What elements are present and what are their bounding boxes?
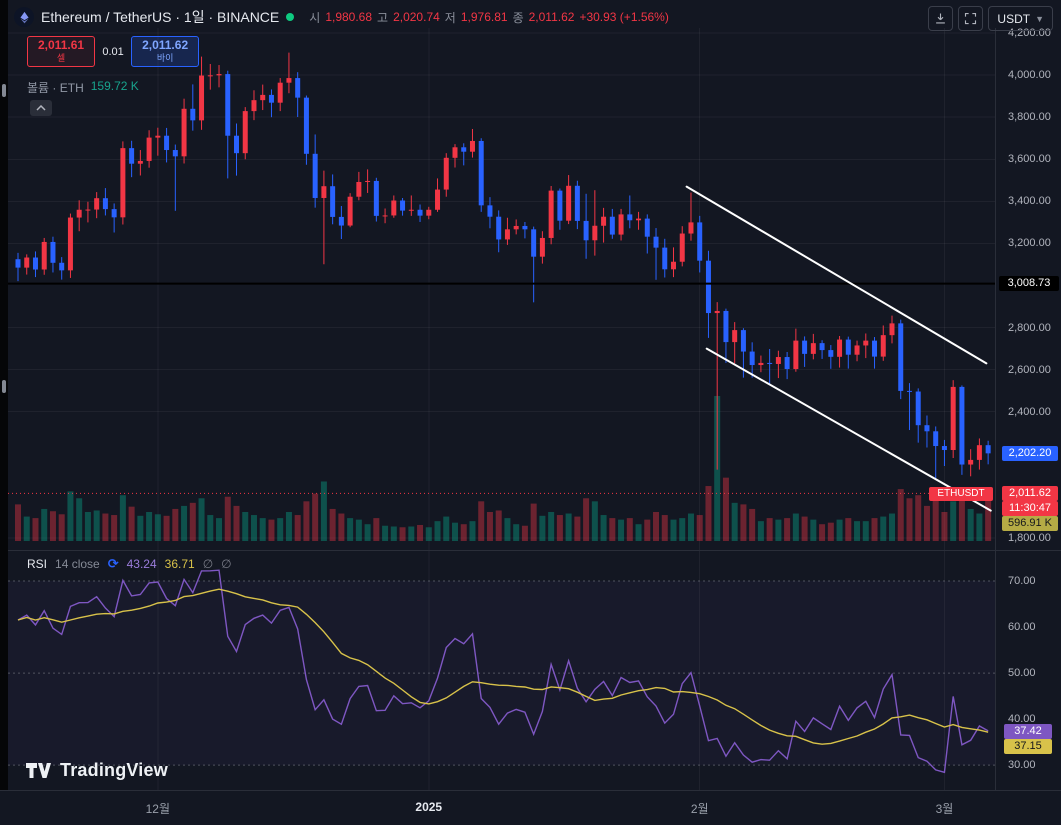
rsi-title: RSI bbox=[27, 557, 48, 571]
fullscreen-button[interactable] bbox=[958, 6, 984, 31]
price-tick-label: 2,800.00 bbox=[1008, 321, 1051, 334]
time-axis-label: 2025 bbox=[415, 800, 443, 814]
rsi-value: 43.24 bbox=[126, 557, 157, 571]
open-value: 1,980.68 bbox=[325, 10, 373, 24]
symbol-header: Ethereum / TetherUS · 1일 · BINANCE 시 1,9… bbox=[14, 7, 669, 27]
price-scale[interactable]: 4,200.00 4,000.00 3,800.00 3,600.00 3,400.00… bbox=[995, 27, 1061, 790]
price-tick-label: 1,800.00 bbox=[1008, 531, 1051, 544]
symbol-title[interactable]: Ethereum / TetherUS · 1일 · BINANCE bbox=[41, 9, 280, 25]
chevron-up-icon bbox=[36, 105, 46, 111]
tradingview-logo-text: TradingView bbox=[60, 760, 168, 780]
sell-price: 2,011.61 bbox=[38, 38, 85, 53]
low-label: 저 bbox=[444, 10, 456, 25]
rsi-empty-value-1: ∅ bbox=[202, 557, 214, 571]
high-label: 고 bbox=[377, 10, 389, 25]
top-right-toolbar: USDT ▼ bbox=[928, 6, 1053, 31]
time-axis-label: 12월 bbox=[145, 802, 171, 816]
rsi-legend[interactable]: RSI 14 close ⟳ 43.24 36.71 ∅ ∅ bbox=[27, 556, 232, 572]
bar-countdown-label: 11:30:47 bbox=[1002, 501, 1058, 516]
buy-button[interactable]: 2,011.62 바이 bbox=[131, 36, 200, 67]
download-icon bbox=[936, 13, 946, 24]
volume-scale-label: 596.91 K bbox=[1002, 516, 1058, 531]
sell-button[interactable]: 2,011.61 셀 bbox=[27, 36, 96, 67]
price-tick-label: 3,400.00 bbox=[1008, 195, 1051, 208]
sell-label: 셀 bbox=[56, 53, 66, 64]
chevron-down-icon: ▼ bbox=[1035, 13, 1044, 24]
prev-close-price-label: 2,202.20 bbox=[1002, 446, 1058, 461]
rsi-lines bbox=[17, 569, 989, 774]
price-tick-label: 4,000.00 bbox=[1008, 69, 1051, 82]
currency-dropdown[interactable]: USDT ▼ bbox=[988, 6, 1053, 31]
tradingview-logo[interactable]: TradingView bbox=[26, 760, 168, 781]
price-tick-label: 3,600.00 bbox=[1008, 153, 1051, 166]
ethereum-logo-icon bbox=[14, 7, 34, 27]
rsi-ma-scale-label: 37.15 bbox=[1004, 739, 1052, 754]
spread-value: 0.01 bbox=[102, 45, 124, 58]
trade-panel: 2,011.61 셀 0.01 2,011.62 바이 bbox=[27, 36, 200, 67]
close-label: 종 bbox=[512, 10, 524, 25]
download-button[interactable] bbox=[928, 6, 954, 31]
symbol-price-tag: ETHUSDT bbox=[929, 487, 993, 501]
tradingview-logo-icon bbox=[26, 763, 51, 778]
rsi-ma-value: 36.71 bbox=[164, 557, 195, 571]
buy-label: 바이 bbox=[156, 53, 174, 64]
grid-lines bbox=[8, 28, 995, 790]
rsi-params: 14 close bbox=[55, 557, 100, 571]
horizontal-line-price-label: 3,008.73 bbox=[999, 276, 1059, 291]
collapse-legend-button[interactable] bbox=[30, 100, 52, 116]
high-value: 2,020.74 bbox=[393, 10, 440, 24]
currency-value: USDT bbox=[997, 11, 1031, 26]
market-open-dot bbox=[286, 13, 295, 21]
rsi-tick-label: 60.00 bbox=[1008, 621, 1036, 634]
rsi-tick-label: 70.00 bbox=[1008, 575, 1036, 587]
rsi-line bbox=[17, 569, 989, 774]
volume-legend-value: 159.72 K bbox=[90, 79, 139, 93]
rsi-tick-label: 40.00 bbox=[1008, 713, 1036, 726]
rsi-tick-label: 50.00 bbox=[1008, 667, 1036, 680]
pane-borders bbox=[0, 28, 1061, 791]
candles bbox=[15, 52, 991, 480]
rsi-ma-line bbox=[17, 588, 989, 745]
left-strip-handle-bottom[interactable] bbox=[2, 380, 6, 393]
time-axis-label: 3월 bbox=[935, 802, 954, 816]
low-value: 1,976.81 bbox=[460, 10, 508, 24]
open-label: 시 bbox=[309, 10, 321, 25]
buy-price: 2,011.62 bbox=[142, 38, 189, 53]
price-tick-label: 3,800.00 bbox=[1008, 111, 1051, 124]
volume-legend-label: 볼륨 · ETH bbox=[27, 81, 84, 95]
rsi-scale-label: 37.42 bbox=[1004, 724, 1052, 739]
price-tick-label: 2,600.00 bbox=[1008, 363, 1051, 376]
price-tick-label: 2,400.00 bbox=[1008, 405, 1051, 418]
refresh-icon[interactable]: ⟳ bbox=[107, 556, 119, 571]
price-tick-label: 3,200.00 bbox=[1008, 237, 1051, 250]
time-axis-label: 2월 bbox=[690, 802, 709, 816]
close-value: 2,011.62 bbox=[528, 10, 575, 24]
volume-legend[interactable]: 볼륨 · ETH 159.72 K bbox=[27, 79, 139, 96]
left-toolbar-strip bbox=[0, 0, 8, 790]
change-value: +30.93 (+1.56%) bbox=[579, 10, 669, 24]
fullscreen-icon bbox=[965, 12, 977, 25]
trendlines[interactable] bbox=[685, 185, 992, 512]
time-axis[interactable]: 12월 2025 2월 3월 bbox=[0, 791, 1061, 825]
rsi-band bbox=[8, 580, 995, 766]
rsi-tick-label: 30.00 bbox=[1008, 759, 1036, 772]
ohlc-readout: 시 1,980.68 고 2,020.74 저 1,976.81 종 2,011… bbox=[309, 9, 669, 26]
volume-bars bbox=[15, 396, 992, 541]
last-price-label: 2,011.62 bbox=[1002, 486, 1058, 501]
rsi-empty-value-2: ∅ bbox=[221, 557, 232, 571]
left-strip-handle-top[interactable] bbox=[2, 84, 6, 97]
